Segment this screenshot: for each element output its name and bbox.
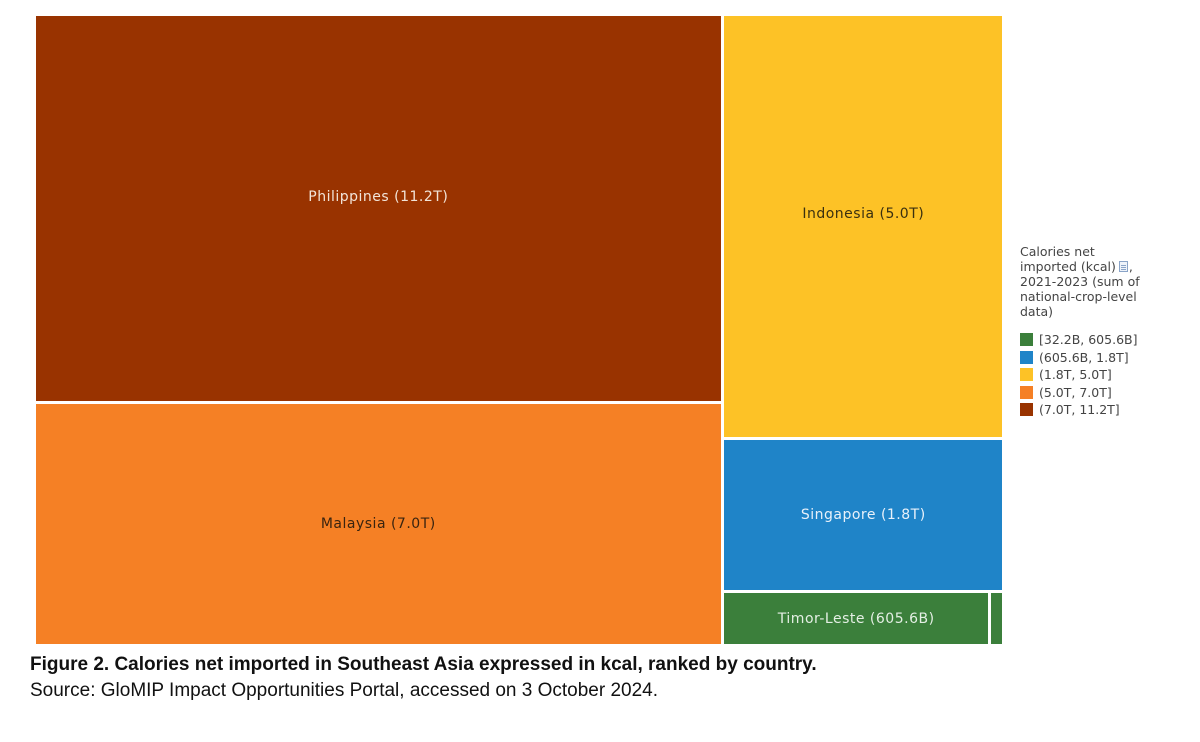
figure-caption: Figure 2. Calories net imported in South…: [30, 652, 1180, 704]
legend-items: [32.2B, 605.6B] (605.6B, 1.8T] (1.8T, 5.0T…: [1020, 331, 1196, 419]
legend-title-text: Calories net imported (kcal): [1020, 244, 1116, 274]
treemap-tile-unlabeled-5[interactable]: [991, 593, 1003, 645]
legend-title: Calories net imported (kcal), 2021-2023 …: [1020, 244, 1196, 319]
treemap-tile-philippines[interactable]: Philippines (11.2T): [35, 15, 722, 402]
caption-title: Figure 2. Calories net imported in South…: [30, 654, 817, 675]
legend-swatch: [1020, 403, 1033, 417]
treemap-tile-label: Singapore (1.8T): [800, 507, 926, 524]
treemap-tile-label: Timor-Leste (605.6B): [777, 610, 935, 627]
treemap-tile-malaysia[interactable]: Malaysia (7.0T): [35, 404, 722, 645]
treemap-tile-label: Indonesia (5.0T): [802, 205, 925, 222]
caption-source: Source: GloMIP Impact Opportunities Port…: [30, 680, 659, 701]
legend-item[interactable]: (1.8T, 5.0T]: [1020, 366, 1196, 384]
legend-label: [32.2B, 605.6B]: [1039, 332, 1138, 348]
legend-item[interactable]: (605.6B, 1.8T]: [1020, 349, 1196, 367]
legend-label: (7.0T, 11.2T]: [1039, 402, 1120, 418]
treemap-tile-singapore[interactable]: Singapore (1.8T): [724, 440, 1003, 591]
legend-swatch: [1020, 333, 1033, 347]
legend-item[interactable]: [32.2B, 605.6B]: [1020, 331, 1196, 349]
legend-label: (1.8T, 5.0T]: [1039, 367, 1112, 383]
legend-swatch: [1020, 385, 1033, 399]
legend-item[interactable]: (7.0T, 11.2T]: [1020, 401, 1196, 419]
legend-item[interactable]: (5.0T, 7.0T]: [1020, 384, 1196, 402]
legend-swatch: [1020, 350, 1033, 364]
legend-label: (605.6B, 1.8T]: [1039, 349, 1129, 365]
legend-swatch: [1020, 368, 1033, 382]
legend-label: (5.0T, 7.0T]: [1039, 384, 1112, 400]
treemap-tile-indonesia[interactable]: Indonesia (5.0T): [724, 15, 1003, 438]
legend-title-suffix: , 2021-2023 (sum of national-crop-level …: [1020, 259, 1140, 319]
treemap-tile-label: Philippines (11.2T): [308, 188, 449, 205]
document-icon[interactable]: [1118, 261, 1128, 272]
treemap-tile-timor-leste[interactable]: Timor-Leste (605.6B): [724, 593, 989, 645]
legend: Calories net imported (kcal), 2021-2023 …: [1020, 244, 1196, 419]
treemap-chart: Philippines (11.2T) Malaysia (7.0T) Indone…: [34, 14, 1004, 646]
treemap-tile-label: Malaysia (7.0T): [320, 516, 436, 533]
